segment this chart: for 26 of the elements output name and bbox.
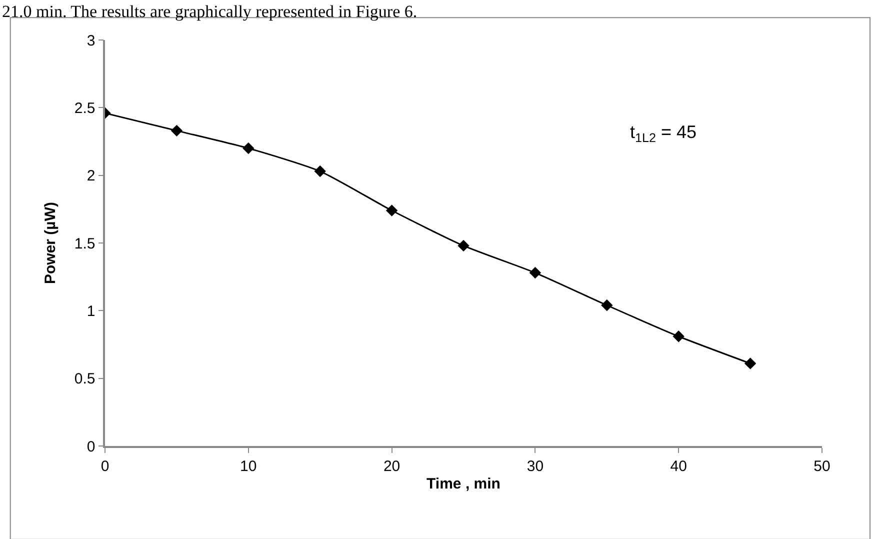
x-axis-title: Time , min	[426, 475, 500, 492]
y-tick-label: 0.5	[74, 370, 96, 388]
x-tick-label: 10	[240, 458, 257, 475]
point	[672, 330, 684, 342]
x-tick-label: 0	[100, 458, 110, 475]
y-tick-label: 1.5	[74, 235, 96, 252]
point	[314, 165, 326, 178]
annotation: t$_{1L2}$ = 45	[630, 122, 697, 145]
point	[386, 204, 398, 216]
point	[242, 142, 254, 154]
point	[744, 358, 756, 370]
text: 21.0 min. The results are graphically represented in Figure 6.	[2, 2, 418, 21]
x-tick-label: 20	[383, 458, 400, 475]
y-axis-title: Power (µW)	[42, 202, 60, 284]
point	[601, 299, 613, 312]
x-tick-label: 40	[670, 458, 687, 475]
y-tick-label: 3	[86, 32, 96, 50]
x-tick-label: 30	[526, 458, 544, 475]
y-tick-label: 1	[86, 302, 96, 320]
point	[529, 266, 542, 279]
y-tick-label: 0	[86, 438, 96, 456]
y-tick-label: 2	[86, 168, 96, 185]
point	[170, 124, 183, 137]
y-tick-label: 2.5	[74, 100, 96, 117]
point	[458, 240, 470, 252]
x-tick-label: 50	[814, 458, 830, 475]
